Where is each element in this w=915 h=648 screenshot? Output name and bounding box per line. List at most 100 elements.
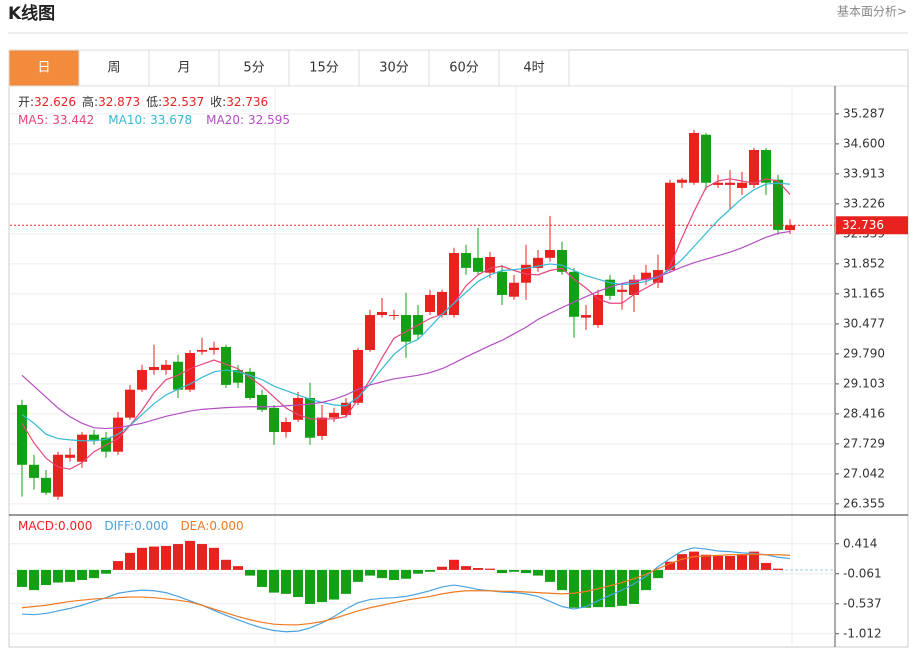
legend-value: 0.000 (209, 519, 243, 533)
legend: MA5: 33.442 MA10: 33.678 MA20: 32.595 (18, 113, 290, 127)
ohlc-value: 32.736 (226, 95, 268, 109)
macd-bar (185, 540, 195, 570)
candle-body (317, 417, 327, 436)
candle-body (29, 464, 39, 478)
macd-bar (389, 569, 399, 580)
macd-bar (17, 569, 27, 587)
macd-bar (773, 568, 783, 570)
candle-body (17, 404, 27, 465)
tab-label[interactable]: 30分 (379, 61, 409, 76)
macd-bar (653, 569, 663, 579)
macd-bar (605, 569, 615, 608)
macd-bar (113, 561, 123, 570)
tab-label[interactable]: 月 (177, 61, 190, 76)
tab-label[interactable]: 周 (107, 61, 120, 76)
candle-body (341, 402, 351, 416)
macd-bar (209, 547, 219, 570)
candle-body (629, 279, 639, 295)
vertical-grid (274, 87, 793, 645)
tab-label[interactable]: 4时 (523, 61, 544, 76)
macd-bar (641, 569, 651, 591)
macd-bar (281, 569, 291, 594)
candle-body (749, 149, 759, 185)
tab-label[interactable]: 5分 (243, 61, 264, 76)
tab[interactable] (8, 49, 80, 87)
candle-body (533, 257, 543, 268)
legend-value: 0.000 (134, 519, 168, 533)
tab[interactable] (498, 49, 570, 87)
ohlc-value: 32.537 (162, 95, 204, 109)
candle-body (713, 182, 723, 185)
y-tick-label: -0.537 (843, 596, 882, 610)
legend-name: MA5: (18, 113, 48, 127)
macd-bar (137, 547, 147, 570)
tab[interactable] (78, 49, 150, 87)
macd-bar (89, 569, 99, 579)
macd-bar (521, 569, 531, 574)
candle-body (377, 311, 387, 316)
legend-value: 0.000 (58, 519, 92, 533)
macd-bar (161, 545, 171, 570)
candle-body (53, 454, 63, 497)
y-tick-label: 27.729 (843, 436, 885, 450)
candle-body (785, 225, 795, 231)
candle-body (401, 315, 411, 342)
y-tick-label: 27.042 (843, 466, 885, 480)
macd-bar (665, 561, 675, 570)
fundamental-link[interactable]: 基本面分析> (837, 5, 907, 19)
legend-name: MACD: (18, 519, 58, 533)
candle-body (197, 349, 207, 352)
ohlc-label: 开: (18, 95, 34, 109)
y-tick-label: -0.061 (843, 566, 882, 580)
candle-body (353, 349, 363, 403)
tab-label[interactable]: 15分 (309, 61, 339, 76)
ma-line (21, 230, 791, 430)
legend-value: 32.595 (248, 113, 290, 127)
candle-body (773, 179, 783, 230)
macd-bar (545, 569, 555, 582)
candle-body (437, 291, 447, 316)
candle-body (41, 477, 51, 493)
macd-bar (77, 569, 87, 580)
macd-bar (449, 559, 459, 570)
current-price-tag (836, 216, 908, 235)
tab-label[interactable]: 日 (37, 61, 50, 76)
candle-body (665, 182, 675, 271)
y-tick-label: 28.416 (843, 406, 885, 420)
candle-body (689, 132, 699, 183)
tab[interactable] (218, 49, 290, 87)
candle-body (485, 256, 495, 273)
candle-body (581, 315, 591, 318)
candle-body (725, 182, 735, 185)
ohlc-label: 高: (82, 94, 98, 109)
legend-value: 33.442 (52, 113, 94, 127)
candle-body (473, 257, 483, 272)
candle-body (221, 346, 231, 385)
tab[interactable] (358, 49, 430, 87)
macd-bar (53, 569, 63, 583)
ohlc-label: 收: (210, 95, 226, 109)
macd-bar (197, 544, 207, 570)
candle-body (149, 366, 159, 371)
candle-body (701, 134, 711, 183)
macd-bar (701, 554, 711, 570)
macd-bar (317, 569, 327, 603)
ohlc-label: 低: (146, 95, 162, 109)
ohlc-readout: 开:32.626 高:32.873 低:32.537 收:32.736 (18, 94, 268, 109)
candle-body (65, 454, 75, 458)
candle-body (89, 434, 99, 440)
tab-label[interactable]: 60分 (449, 61, 479, 76)
candle-body (257, 394, 267, 410)
macd-bar (629, 569, 639, 604)
macd-bar (257, 569, 267, 587)
macd-bar (497, 569, 507, 574)
ohlc-value: 32.873 (98, 95, 140, 109)
candle-body (737, 182, 747, 188)
legend-value: 33.678 (150, 113, 192, 127)
candle-body (389, 315, 399, 317)
candle-body (497, 271, 507, 295)
candle-body (557, 249, 567, 272)
macd-bar (617, 569, 627, 606)
page-title: K线图 (8, 3, 55, 24)
y-tick-label: 31.165 (843, 286, 885, 300)
